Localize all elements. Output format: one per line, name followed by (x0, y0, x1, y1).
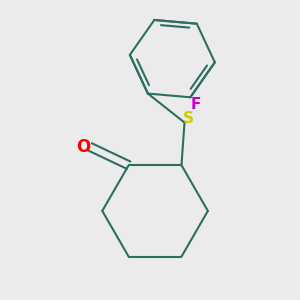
Text: F: F (190, 97, 201, 112)
Text: O: O (76, 138, 90, 156)
Text: S: S (183, 111, 194, 126)
